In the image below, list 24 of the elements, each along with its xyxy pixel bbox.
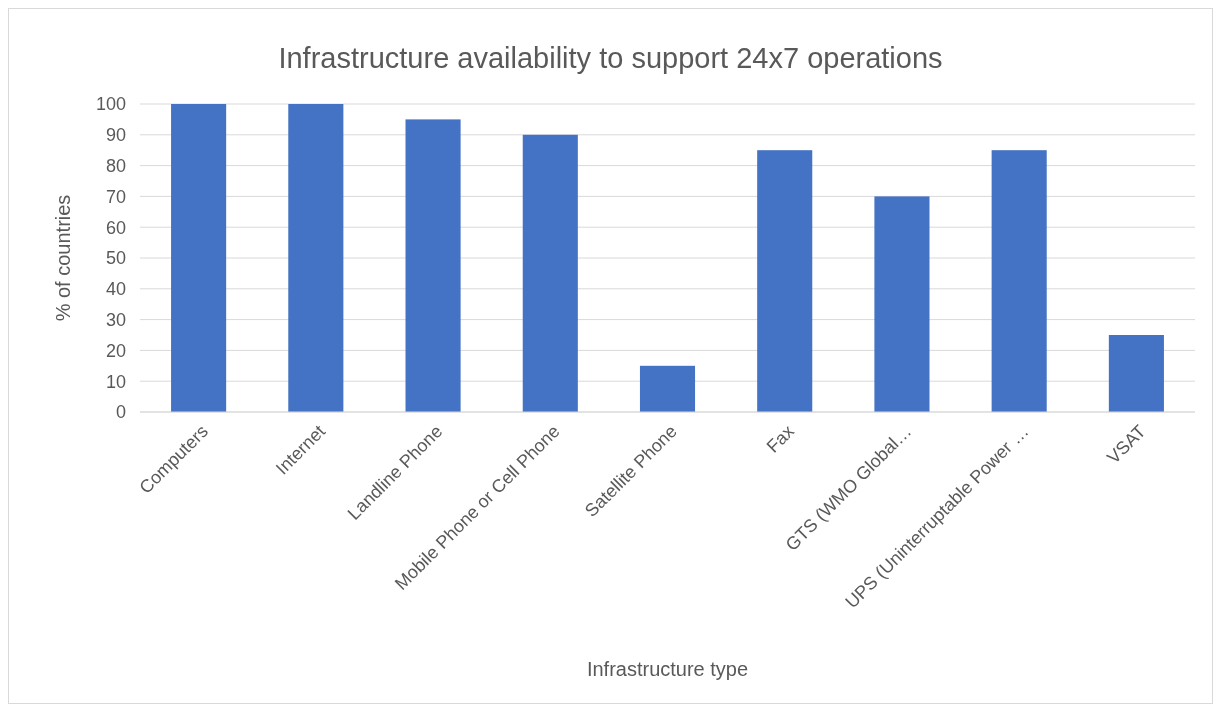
chart-title: Infrastructure availability to support 24x7 operations [278, 42, 943, 74]
y-tick-label: 90 [105, 125, 126, 146]
x-tick-label: Fax [762, 421, 799, 457]
bar [171, 104, 227, 412]
bar [639, 365, 696, 412]
bar [288, 104, 344, 412]
bar [405, 119, 461, 412]
y-tick-label: 30 [105, 309, 126, 330]
y-tick-label: 0 [115, 402, 126, 423]
y-tick-label: 80 [105, 155, 126, 176]
y-axis-title: % of countries [52, 194, 74, 322]
bar [991, 150, 1047, 412]
y-tick-label: 70 [105, 186, 126, 207]
y-tick-label: 10 [105, 371, 126, 392]
bar [1108, 335, 1164, 412]
bar [757, 150, 813, 412]
y-tick-label: 50 [105, 248, 126, 269]
y-tick-label: 60 [105, 217, 126, 238]
y-tick-label: 40 [105, 279, 126, 300]
y-tick-label: 20 [105, 340, 126, 361]
y-tick-label: 100 [95, 94, 126, 115]
bar [522, 134, 578, 412]
bar [874, 196, 930, 412]
x-axis-title: Infrastructure type [586, 658, 749, 680]
